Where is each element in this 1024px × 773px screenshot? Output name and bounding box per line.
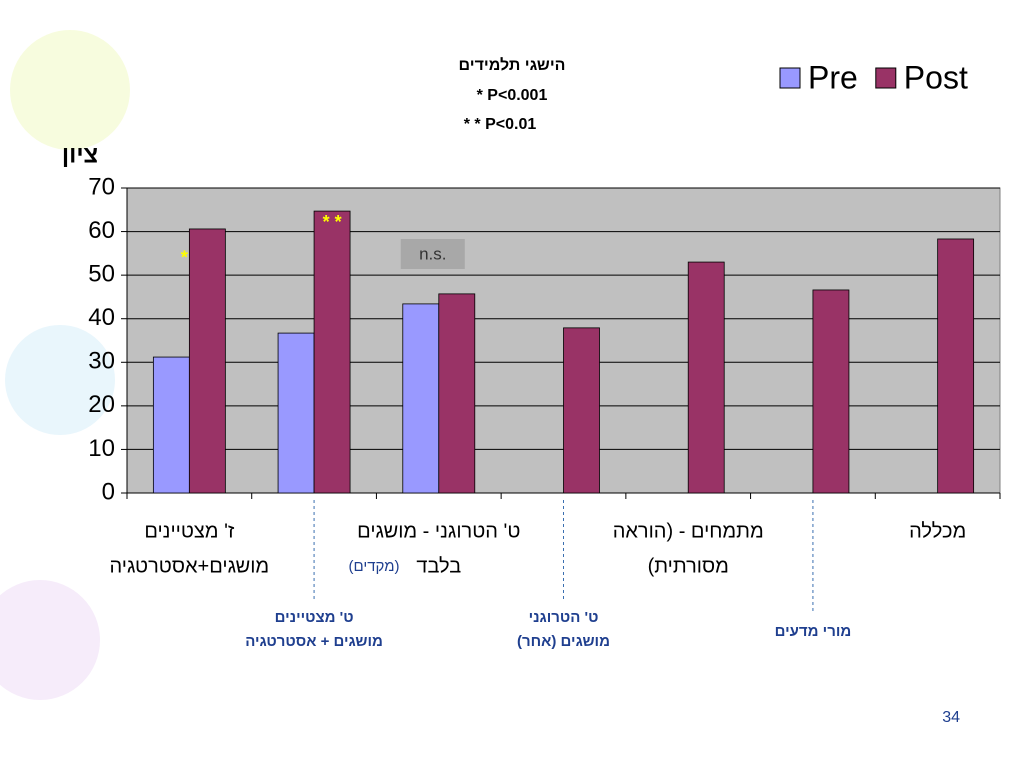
significance-marker: * bbox=[181, 248, 188, 268]
y-tick-label: 30 bbox=[88, 348, 115, 375]
x-tick-label: ט' הטרוגני bbox=[529, 609, 599, 626]
y-axis-label: ציון bbox=[62, 141, 98, 168]
bar bbox=[313, 210, 351, 494]
x-tick-label: מכללה bbox=[909, 520, 966, 542]
x-tick-label: מושגים+אסטרטגיה bbox=[110, 555, 270, 577]
x-tick-label: מסורתית) bbox=[648, 555, 729, 577]
bar bbox=[812, 289, 850, 494]
background-decoration bbox=[0, 30, 130, 700]
x-tick-label: מושגים + אסטרטגיה bbox=[245, 633, 383, 650]
x-tick-label: מושגים (אחר) bbox=[517, 633, 610, 650]
y-tick-label: 60 bbox=[88, 217, 115, 244]
bar bbox=[687, 261, 725, 494]
x-tick-label: בלבד bbox=[416, 555, 461, 577]
y-tick-label: 10 bbox=[88, 435, 115, 462]
significance-marker: * * bbox=[323, 212, 342, 232]
x-tick-label: מורי מדעים bbox=[775, 623, 852, 640]
significance-marker: n.s. bbox=[419, 244, 446, 263]
ns-box bbox=[400, 239, 465, 269]
x-tick-label: ז' מצטיינים bbox=[144, 520, 235, 542]
y-tick-label: 70 bbox=[88, 173, 115, 200]
bar bbox=[188, 228, 226, 494]
category-note: (מקדים) bbox=[348, 558, 399, 575]
legend-swatch bbox=[875, 67, 897, 89]
legend-label: Post bbox=[904, 59, 968, 95]
bar bbox=[563, 327, 600, 494]
chart-title: הישגי תלמידים bbox=[459, 56, 566, 74]
x-tick-label: ט' מצטיינים bbox=[275, 609, 354, 626]
bar bbox=[152, 356, 190, 494]
y-tick-label: 0 bbox=[102, 478, 115, 505]
page-number: 34 bbox=[942, 709, 960, 726]
bar bbox=[277, 332, 315, 494]
chart-subtitle: * P<0.001 bbox=[477, 87, 548, 104]
y-tick-label: 20 bbox=[88, 391, 115, 418]
bar bbox=[402, 303, 440, 494]
bar bbox=[438, 293, 476, 494]
legend-swatch bbox=[779, 67, 801, 89]
y-tick-label: 40 bbox=[88, 304, 115, 331]
bar bbox=[937, 238, 975, 494]
y-tick-label: 50 bbox=[88, 260, 115, 287]
chart-subtitle: * * P<0.01 bbox=[464, 116, 537, 133]
x-tick-label: מתמחים - (הוראה bbox=[613, 520, 764, 542]
x-tick-label: ט' הטרוגני - מושגים bbox=[357, 520, 520, 542]
legend-label: Pre bbox=[808, 59, 858, 95]
